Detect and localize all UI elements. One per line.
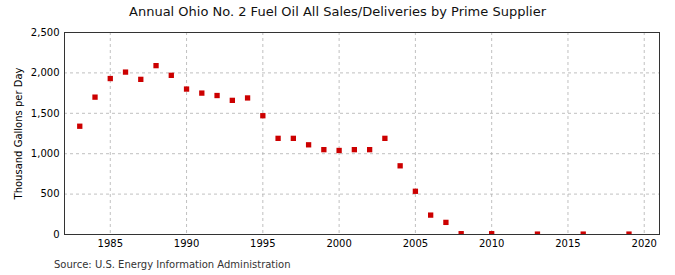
svg-text:1985: 1985 (98, 238, 123, 249)
svg-text:0: 0 (53, 229, 59, 240)
svg-text:1995: 1995 (250, 238, 275, 249)
svg-text:2000: 2000 (326, 238, 351, 249)
html-text:Annual Ohio No. 2 Fuel Oil All: Annual Ohio No. 2 Fuel Oil All Sales/Del… (129, 4, 546, 19)
svg-text:1,000: 1,000 (31, 148, 60, 159)
svg-text:2,000: 2,000 (31, 67, 60, 78)
svg-text:2,500: 2,500 (31, 27, 60, 38)
svg-text:Thousand Gallons per Day: Thousand Gallons per Day (13, 67, 24, 200)
svg-text:2010: 2010 (479, 238, 504, 249)
svg-text:1990: 1990 (174, 238, 199, 249)
html-text:Source: U.S. Energy Informatio: Source: U.S. Energy Information Administ… (54, 259, 291, 270)
svg-text:500: 500 (40, 188, 59, 199)
svg-text:2005: 2005 (403, 238, 428, 249)
svg-text:2015: 2015 (555, 238, 580, 249)
svg-text:1,500: 1,500 (31, 108, 60, 119)
svg-text:2020: 2020 (632, 238, 657, 249)
